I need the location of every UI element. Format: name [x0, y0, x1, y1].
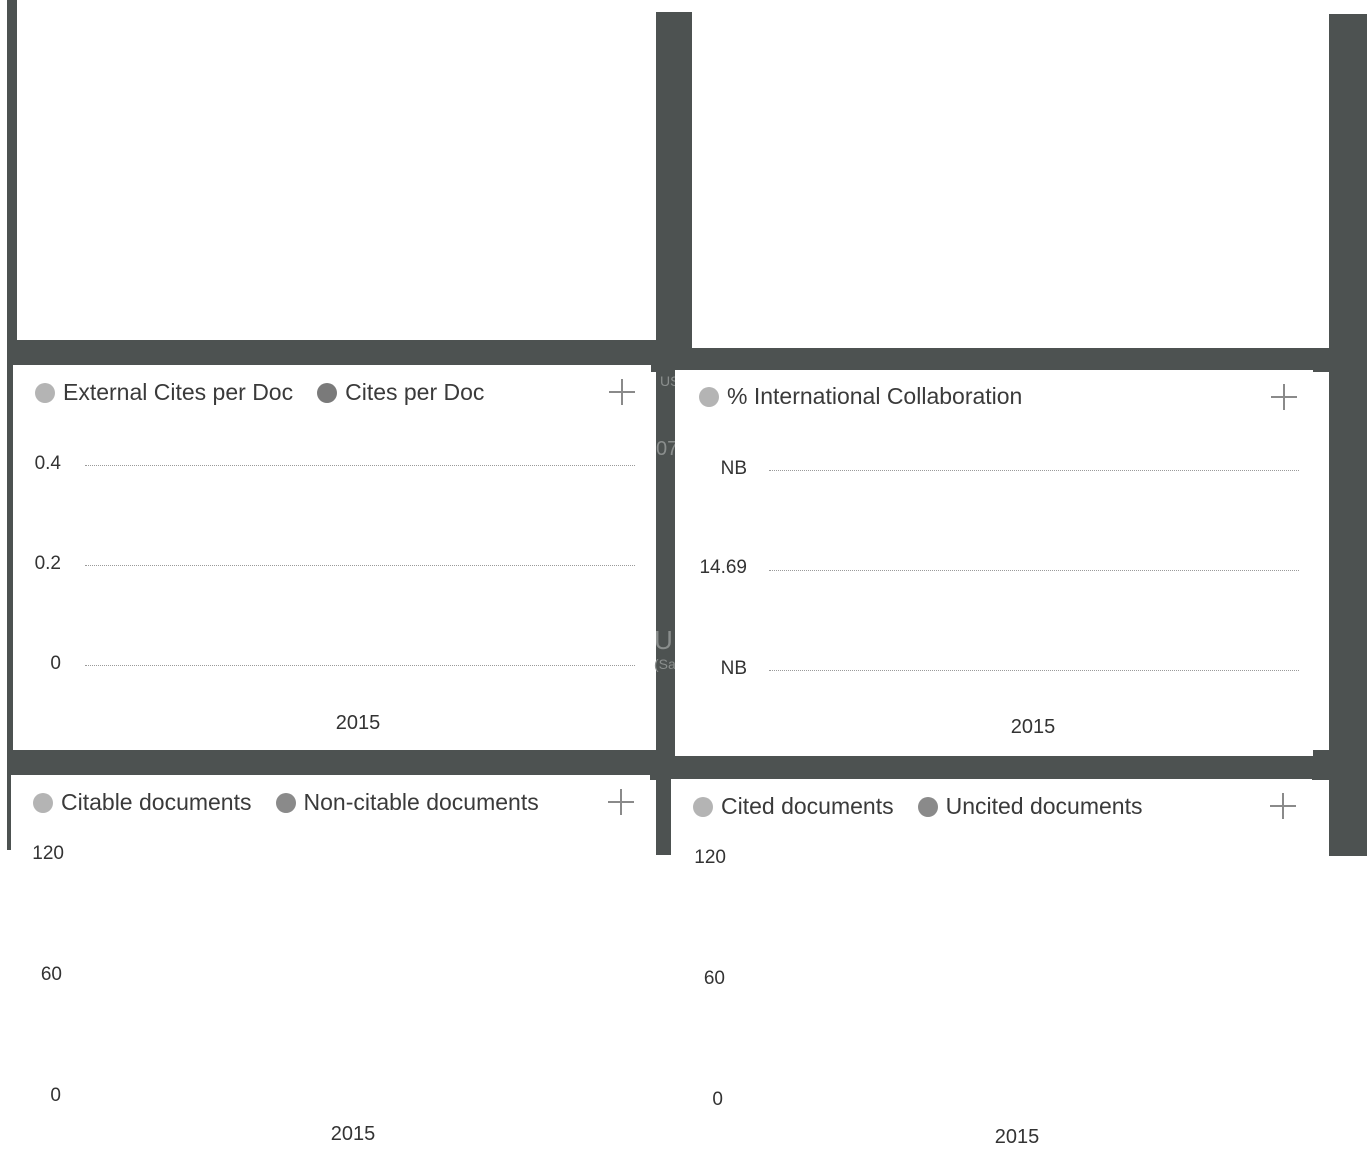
chart-cites-per-doc: External Cites per Doc Cites per Doc 0.4… — [13, 365, 651, 750]
y-tick-label: 0 — [712, 1089, 723, 1110]
legend-item[interactable]: Cites per Doc — [317, 379, 484, 406]
y-tick-label: 120 — [694, 847, 726, 868]
top-left-blank-panel — [17, 0, 656, 340]
plus-icon[interactable] — [1268, 791, 1298, 821]
gridline — [85, 465, 635, 466]
legend-label: % International Collaboration — [727, 383, 1023, 409]
background-text-fragment: (Sa — [654, 656, 676, 672]
legend-label: Citable documents — [61, 789, 252, 815]
legend-label: Cited documents — [721, 793, 894, 819]
x-tick-label: 2015 — [330, 1123, 376, 1145]
legend-item[interactable]: Cited documents — [693, 793, 894, 820]
legend-dot-icon — [317, 382, 338, 403]
chart-legend: External Cites per Doc Cites per Doc — [35, 379, 484, 406]
y-tick-label: 60 — [703, 968, 725, 989]
legend-dot-icon — [275, 792, 296, 813]
legend-label: Cites per Doc — [345, 379, 485, 405]
plus-icon[interactable] — [607, 377, 637, 407]
chart-cited-documents: Cited documents Uncited documents 120 60… — [671, 779, 1312, 1162]
frame-right-bar — [1329, 14, 1367, 856]
y-tick-label: 0 — [50, 1085, 61, 1106]
legend-item[interactable]: Citable documents — [33, 789, 252, 816]
plus-icon[interactable] — [1269, 382, 1299, 412]
chart-international-collaboration: % International Collaboration NB 14.69 N… — [675, 370, 1313, 756]
gridline — [85, 565, 635, 566]
legend-label: Non-citable documents — [303, 789, 539, 815]
background-text-fragment: U — [654, 625, 673, 655]
plus-icon[interactable] — [606, 787, 636, 817]
legend-item[interactable]: Uncited documents — [917, 793, 1143, 820]
legend-item[interactable]: % International Collaboration — [699, 383, 1022, 410]
gridline — [769, 670, 1299, 671]
chart-legend: Cited documents Uncited documents — [693, 793, 1142, 820]
background-text-fragment: US — [660, 373, 680, 389]
y-tick-label: 0.4 — [34, 453, 61, 474]
legend-label: Uncited documents — [945, 793, 1143, 819]
chart-legend: Citable documents Non-citable documents — [33, 789, 539, 816]
legend-dot-icon — [35, 382, 55, 403]
frame-left-bar — [7, 0, 17, 760]
y-tick-label: 0.2 — [34, 553, 61, 574]
y-tick-label: NB — [720, 658, 747, 679]
y-tick-label: 120 — [32, 843, 64, 864]
y-tick-label: 14.69 — [699, 557, 747, 578]
legend-item[interactable]: External Cites per Doc — [35, 379, 293, 406]
x-tick-label: 2015 — [994, 1126, 1040, 1148]
chart-legend: % International Collaboration — [699, 383, 1022, 410]
legend-dot-icon — [33, 792, 53, 813]
y-tick-label: NB — [720, 458, 747, 479]
background-text-fragment: 07 — [656, 438, 679, 460]
legend-dot-icon — [693, 796, 713, 817]
legend-item[interactable]: Non-citable documents — [275, 789, 539, 816]
x-tick-label: 2015 — [335, 712, 381, 734]
y-tick-label: 60 — [40, 964, 62, 985]
gridline — [85, 665, 635, 666]
top-right-blank-panel — [692, 0, 1329, 348]
x-tick-label: 2015 — [1010, 716, 1056, 738]
legend-label: External Cites per Doc — [63, 379, 294, 405]
gridline — [769, 470, 1299, 471]
legend-dot-icon — [917, 796, 938, 817]
chart-citable-documents: Citable documents Non-citable documents … — [11, 775, 650, 1162]
y-tick-label: 0 — [50, 653, 61, 674]
gridline — [769, 570, 1299, 571]
legend-dot-icon — [699, 386, 719, 407]
